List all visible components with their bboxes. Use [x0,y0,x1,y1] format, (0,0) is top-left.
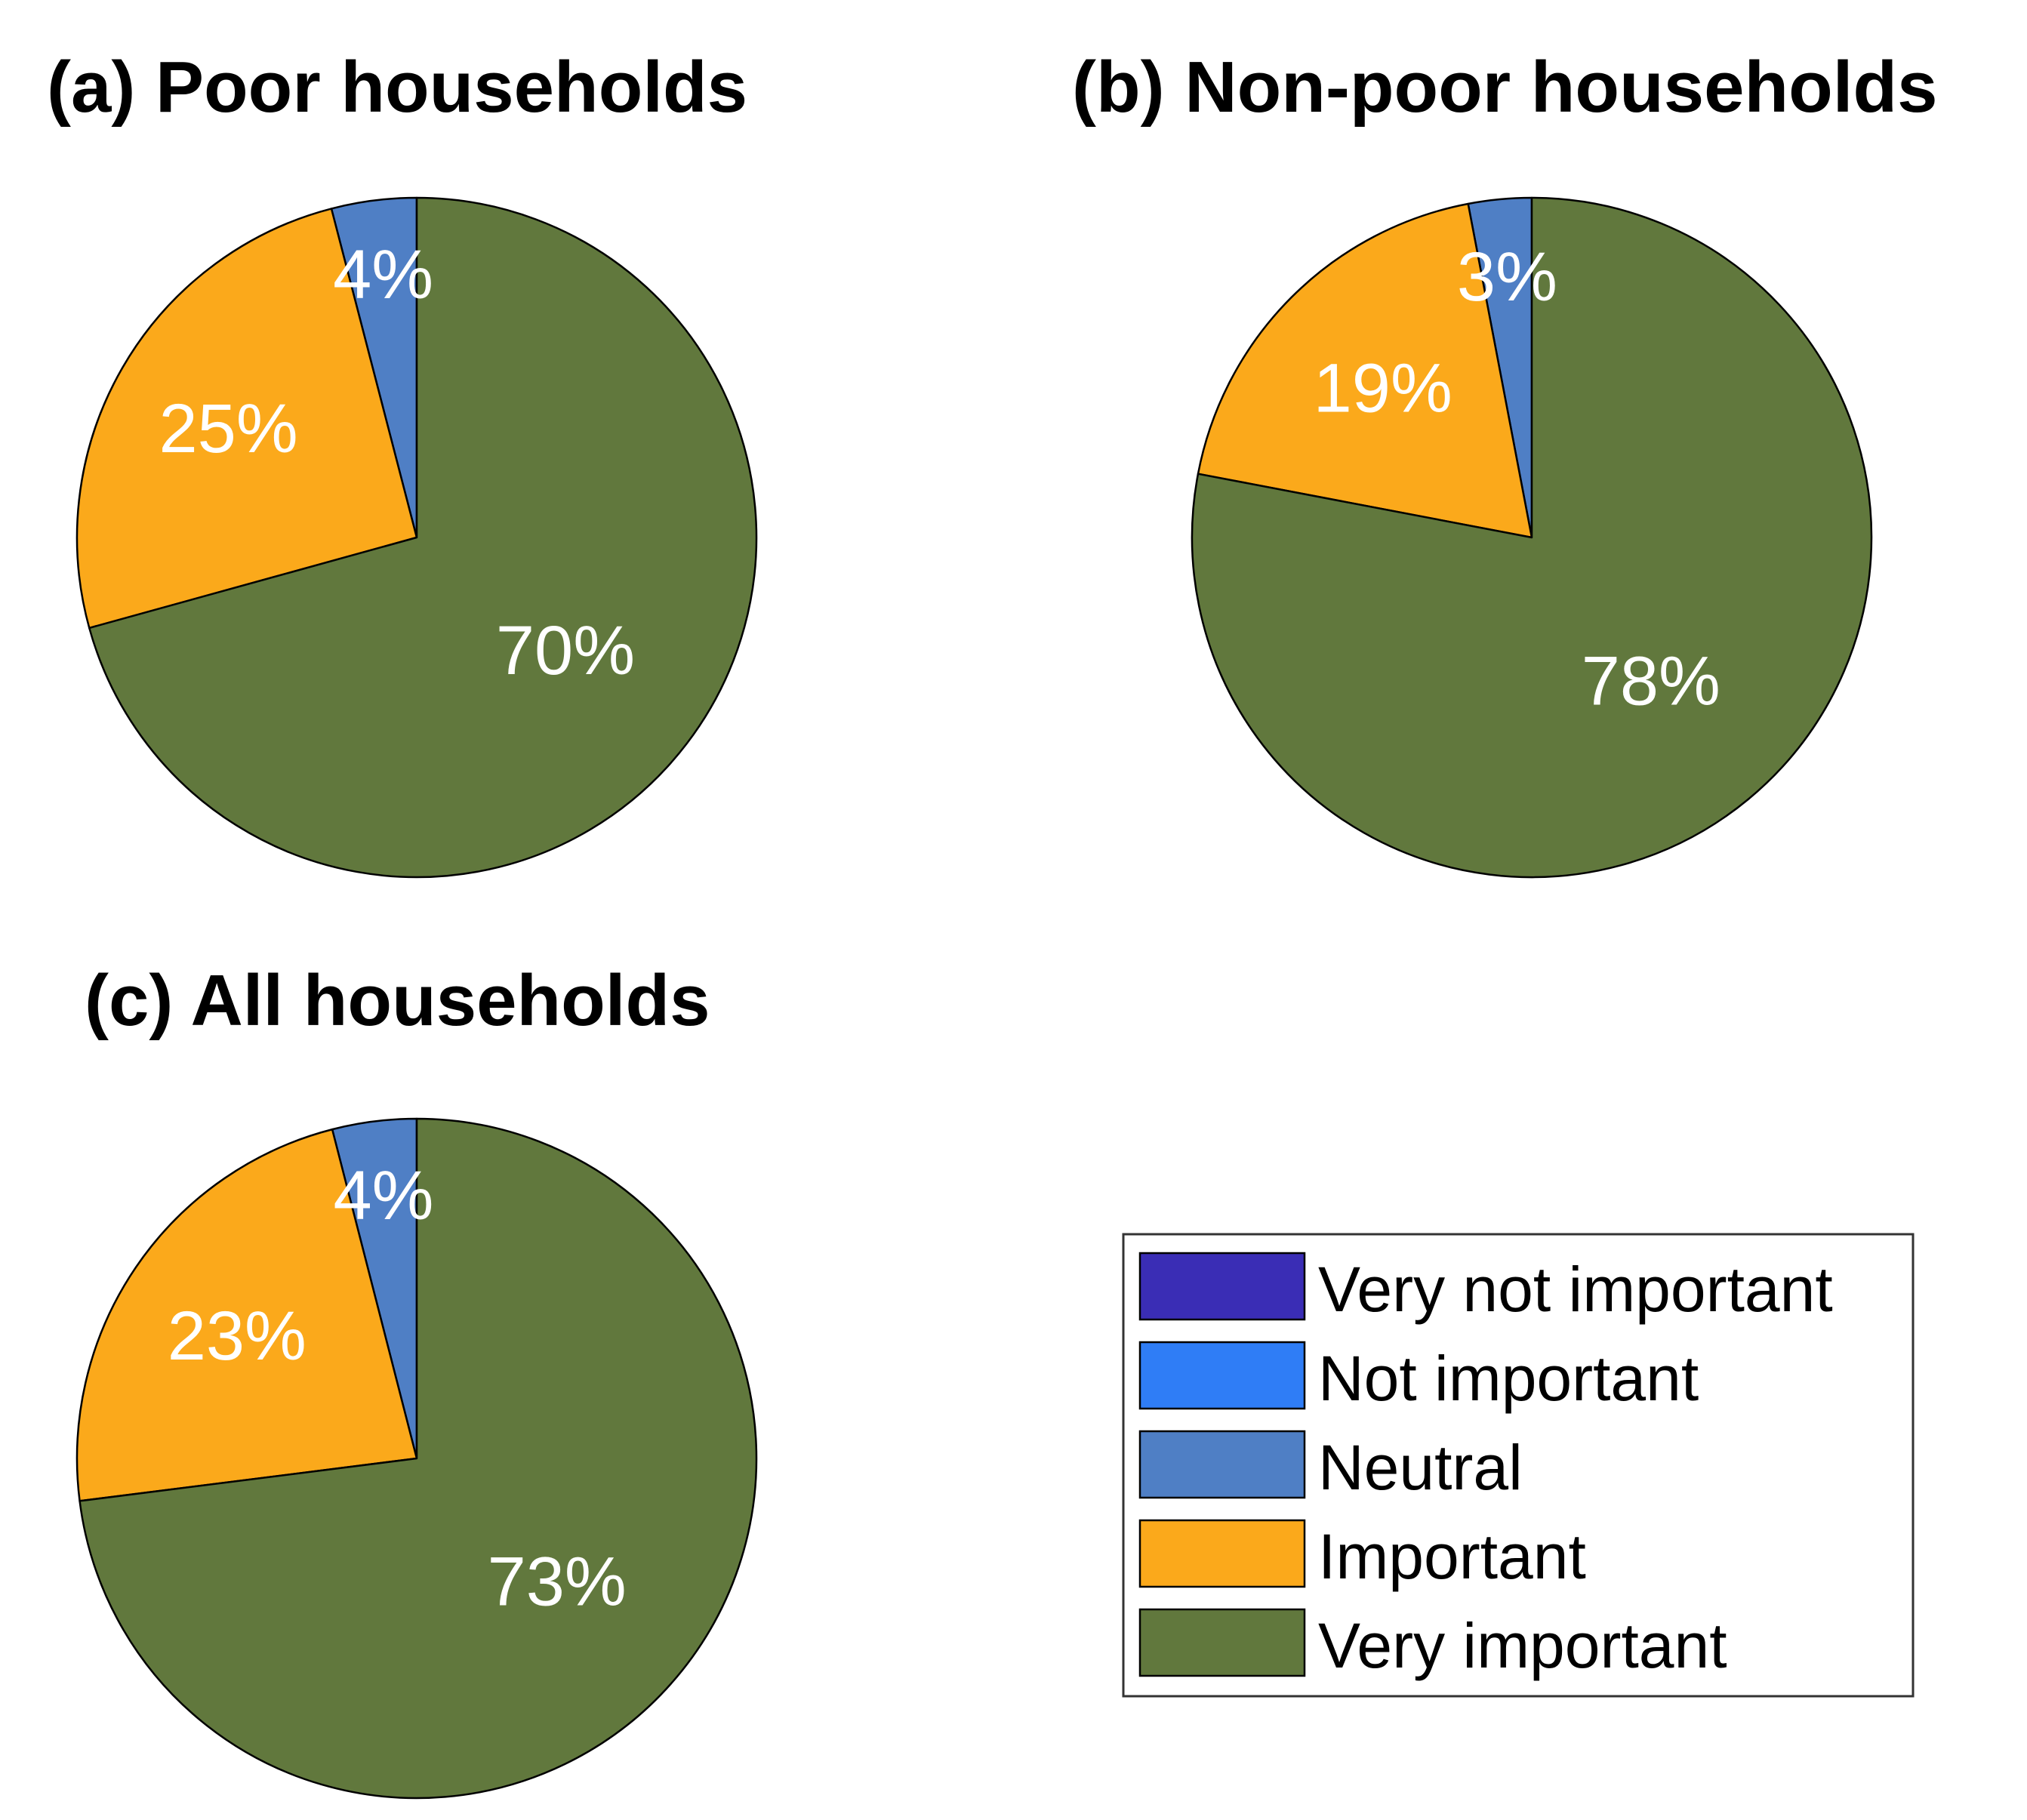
panel-b-title: (b) Non-poor households [1072,47,1938,128]
panel-c-title: (c) All households [85,960,710,1041]
legend-label-not-important: Not important [1318,1343,1699,1414]
pie-data-label: 78% [1582,643,1720,720]
legend-label-neutral: Neutral [1318,1432,1523,1503]
panel-a-title: (a) Poor households [47,47,748,128]
pie-data-label: 3% [1457,239,1557,316]
pie-chart-all: 4% 23% 73% [75,1117,758,1800]
legend: Very not important Not important Neutral Im… [1122,1233,1915,1698]
pie-chart-non-poor: 3%19% 78% [1191,196,1873,879]
pie-data-label: 70% [496,612,635,689]
legend-swatch-important [1138,1519,1306,1588]
legend-swatch-neutral [1138,1430,1306,1499]
legend-swatch-not-important [1138,1341,1306,1410]
pie-slice-important [75,208,418,630]
pie-slice-very-important [88,196,758,879]
pie-slice-important [1197,202,1533,539]
legend-label-very-not-important: Very not important [1318,1254,1833,1325]
legend-swatch-very-important [1138,1608,1306,1677]
pie-data-label: 73% [488,1544,627,1621]
pie-chart-poor: 4% 25% 70% [75,196,758,879]
legend-swatch-very-not-important [1138,1252,1306,1321]
legend-label-important: Important [1318,1521,1586,1592]
legend-label-very-important: Very important [1318,1610,1727,1681]
pie-data-label: 23% [168,1298,307,1375]
pie-data-label: 4% [333,236,433,313]
pie-slice-very-important [79,1117,758,1800]
pie-slice-important [75,1128,418,1502]
pie-slice-very-important [1191,196,1873,879]
pie-data-label: 4% [334,1157,434,1234]
pie-data-label: 25% [159,390,298,467]
pie-data-label: 19% [1314,350,1452,427]
